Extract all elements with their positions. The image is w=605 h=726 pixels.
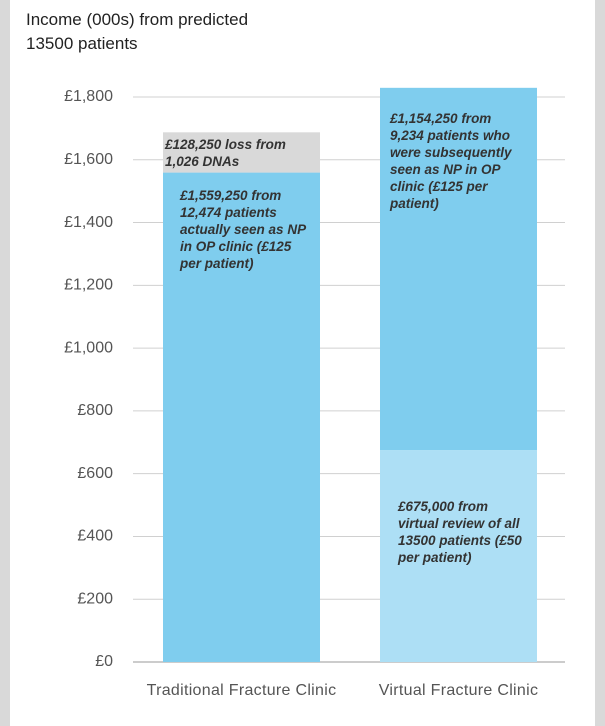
- chart: £0 £200 £400 £600 £800 £1,000 £1,200 £1,400 £1,6…: [64, 87, 565, 670]
- y-tick-label: £1,000: [64, 339, 113, 356]
- chart-title: Income (000s) from predicted 13500 patie…: [26, 10, 249, 53]
- y-tick-label: £200: [77, 590, 113, 607]
- bar-segment: [163, 132, 320, 173]
- y-tick-label: £600: [77, 465, 113, 482]
- bar-segment: [163, 172, 320, 662]
- bar-segment: [380, 450, 537, 662]
- y-tick-label: £1,600: [64, 151, 113, 168]
- value-label: £1,559,250 from 12,474 patients actually…: [180, 187, 306, 271]
- y-tick-label: £800: [77, 402, 113, 419]
- y-tick-label: £1,200: [64, 277, 113, 294]
- y-tick-label: £0: [95, 653, 113, 670]
- y-tick-label: £1,400: [64, 214, 113, 231]
- y-tick-label: £400: [77, 528, 113, 545]
- x-tick-label: Virtual Fracture Clinic: [378, 682, 539, 699]
- value-label: £128,250 loss from 1,026 DNAs: [165, 137, 286, 170]
- y-tick-label: £1,800: [64, 88, 113, 105]
- bar-segment: [380, 87, 537, 451]
- value-label: £1,154,250 from 9,234 patients who were …: [390, 110, 512, 211]
- x-tick-label: Traditional Fracture Clinic: [146, 682, 337, 699]
- value-label: £675,000 from virtual review of all 1350…: [398, 499, 522, 566]
- chart-panel: Income (000s) from predicted 13500 patie…: [10, 0, 595, 726]
